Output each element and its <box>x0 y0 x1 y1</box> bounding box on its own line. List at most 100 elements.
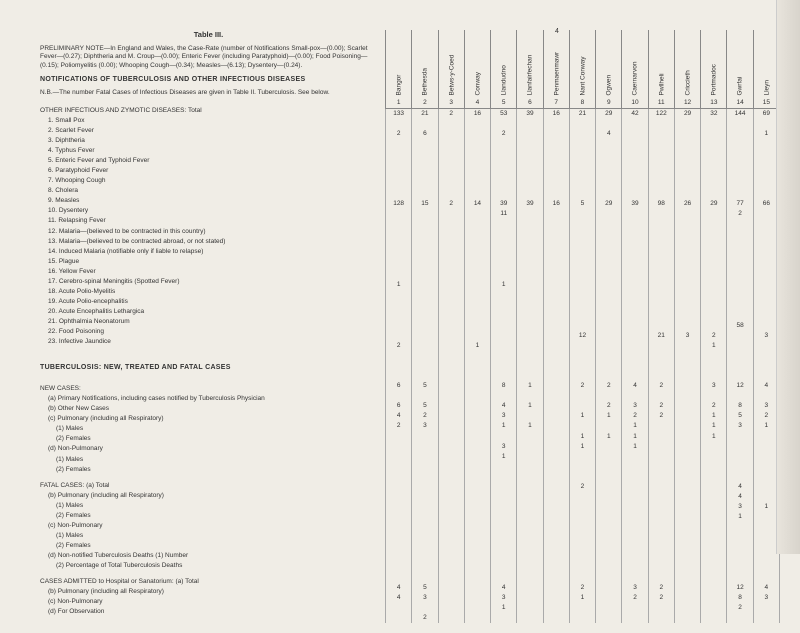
table-cell <box>622 391 648 401</box>
table-cell <box>674 381 700 391</box>
table-cell: 1 <box>596 431 622 441</box>
table-cell <box>464 512 490 522</box>
table-cell <box>464 582 490 592</box>
table-row <box>386 169 780 179</box>
table-cell <box>438 421 464 431</box>
table-cell <box>648 461 674 471</box>
table-cell <box>412 118 438 128</box>
table-cell: 2 <box>596 401 622 411</box>
table-cell: 3 <box>412 593 438 603</box>
table-cell: 12 <box>569 330 595 340</box>
table-cell <box>438 138 464 148</box>
disease-item: 23. Infective Jaundice <box>40 337 377 347</box>
table-cell <box>517 441 543 451</box>
table-cell <box>727 330 753 340</box>
table-cell: 3 <box>727 502 753 512</box>
table-cell <box>596 209 622 219</box>
disease-item: 20. Acute Encephalitis Lethargica <box>40 307 377 317</box>
table-cell: 6 <box>412 128 438 138</box>
table-cell <box>464 532 490 542</box>
table-cell <box>569 148 595 158</box>
table-cell <box>543 370 569 380</box>
table-cell: 98 <box>648 199 674 209</box>
table-row: 1 <box>386 451 780 461</box>
table-cell: 1 <box>622 421 648 431</box>
table-cell <box>464 148 490 158</box>
table-cell <box>438 370 464 380</box>
table-cell <box>648 259 674 269</box>
table-cell <box>543 310 569 320</box>
table-cell <box>543 169 569 179</box>
table-cell <box>517 239 543 249</box>
table-cell <box>596 290 622 300</box>
table-cell <box>727 451 753 461</box>
table-cell <box>543 461 569 471</box>
table-cell <box>622 330 648 340</box>
table-cell <box>648 492 674 502</box>
table-cell <box>491 542 517 552</box>
table-cell <box>569 169 595 179</box>
table-cell <box>648 603 674 613</box>
new-cases-heading: NEW CASES: <box>40 384 377 394</box>
table-cell <box>412 441 438 451</box>
table-cell <box>543 259 569 269</box>
table-cell <box>543 542 569 552</box>
table-cell: 2 <box>491 128 517 138</box>
table-cell <box>517 270 543 280</box>
table-cell <box>701 370 727 380</box>
table-cell: 3 <box>491 593 517 603</box>
table-cell <box>543 613 569 623</box>
table-cell <box>438 451 464 461</box>
fatal-cases-heading: FATAL CASES: (a) Total <box>40 481 377 491</box>
table-cell <box>543 350 569 360</box>
table-cell <box>491 219 517 229</box>
table-cell <box>596 593 622 603</box>
table-cell <box>674 229 700 239</box>
table-cell: 2 <box>648 582 674 592</box>
table-cell <box>464 229 490 239</box>
table-cell <box>674 320 700 330</box>
fatal-case-item: (2) Females <box>40 541 377 551</box>
column-header: Caernarvon10 <box>622 30 648 108</box>
table-cell <box>569 451 595 461</box>
disease-item: 21. Ophthalmia Neonatorum <box>40 317 377 327</box>
table-cell <box>412 169 438 179</box>
table-cell <box>491 522 517 532</box>
table-cell <box>727 613 753 623</box>
table-cell <box>674 270 700 280</box>
table-cell <box>701 522 727 532</box>
table-cell: 1 <box>569 411 595 421</box>
table-cell: 29 <box>701 199 727 209</box>
table-cell <box>701 613 727 623</box>
table-cell <box>517 370 543 380</box>
table-cell <box>517 502 543 512</box>
table-cell <box>412 522 438 532</box>
table-cell <box>386 512 412 522</box>
table-cell <box>386 572 412 582</box>
table-cell <box>701 603 727 613</box>
table-cell <box>596 542 622 552</box>
column-header: Llanfairfechan6 <box>517 30 543 108</box>
table-cell: 2 <box>727 603 753 613</box>
table-cell <box>674 128 700 138</box>
table-cell: 4 <box>727 481 753 491</box>
column-header: Conway4 <box>464 30 490 108</box>
table-cell <box>596 320 622 330</box>
table-cell <box>543 522 569 532</box>
table-cell <box>438 118 464 128</box>
table-cell <box>517 522 543 532</box>
table-cell <box>596 421 622 431</box>
notifications-heading: NOTIFICATIONS OF TUBERCULOSIS AND OTHER … <box>40 76 377 83</box>
table-cell <box>464 128 490 138</box>
other-infectious-heading: OTHER INFECTIOUS AND ZYMOTIC DISEASES: T… <box>40 106 377 116</box>
table-cell <box>543 441 569 451</box>
fatal-case-item: (c) Non-Pulmonary <box>40 521 377 531</box>
table-cell: 5 <box>412 401 438 411</box>
table-cell <box>438 209 464 219</box>
new-case-item: (1) Males <box>40 455 377 465</box>
table-cell <box>622 471 648 481</box>
table-cell <box>491 461 517 471</box>
table-cell <box>386 613 412 623</box>
admitted-item: (b) Pulmonary (including all Respiratory… <box>40 587 377 597</box>
table-cell <box>569 522 595 532</box>
